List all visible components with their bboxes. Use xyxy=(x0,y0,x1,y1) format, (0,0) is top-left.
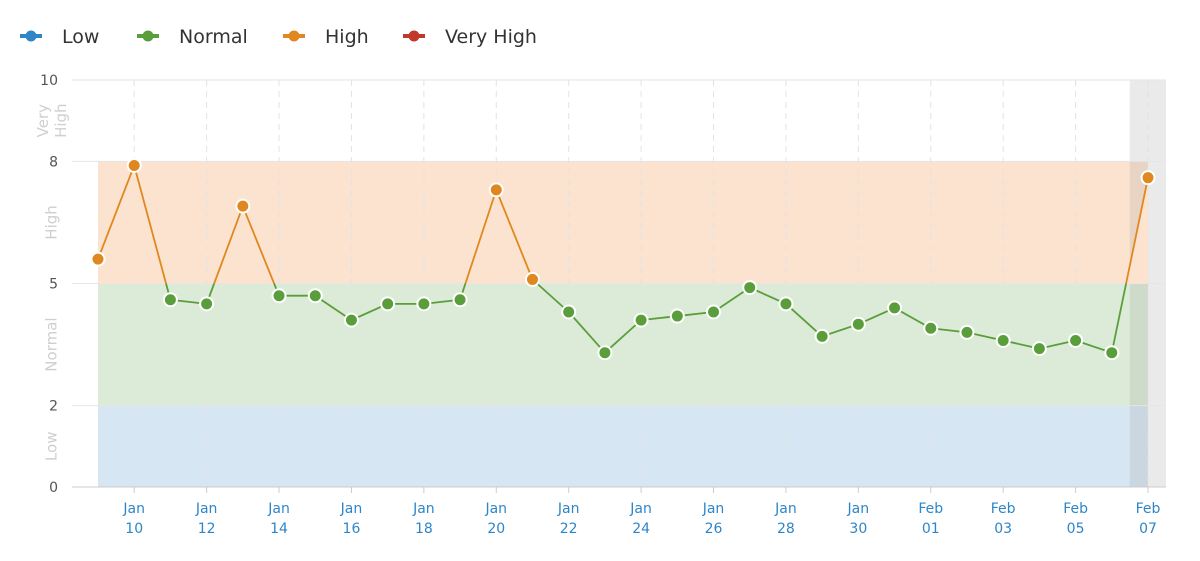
data-point[interactable] xyxy=(1031,341,1047,357)
data-point[interactable] xyxy=(995,332,1011,348)
legend: Low Normal High Very High xyxy=(20,26,537,48)
legend-label-normal[interactable]: Normal xyxy=(179,26,248,48)
series-line-segment xyxy=(785,303,823,338)
data-point[interactable] xyxy=(850,316,866,332)
x-axis: Jan 10 Jan 12 Jan 14 Jan 16 Jan 18 Jan 20 Jan 22 Jan 24… xyxy=(122,487,1161,537)
legend-marker-high xyxy=(288,30,300,42)
x-tick-label-month: Jan xyxy=(847,501,870,517)
data-point[interactable] xyxy=(561,304,577,320)
band-high xyxy=(98,161,1148,284)
band-normal xyxy=(98,283,1148,406)
y-tick-label: 5 xyxy=(49,277,58,293)
x-tick-label-month: Feb xyxy=(1063,501,1088,517)
data-point[interactable] xyxy=(452,292,468,308)
y-axis: 0 2 5 8 10 xyxy=(40,73,58,496)
data-point[interactable] xyxy=(162,292,178,308)
x-tick-label-day: 22 xyxy=(560,521,578,537)
x-tick-label-day: 03 xyxy=(994,521,1012,537)
legend-marker-normal xyxy=(142,30,154,42)
legend-label-high[interactable]: High xyxy=(325,26,369,48)
legend-label-low[interactable]: Low xyxy=(62,26,99,48)
data-point[interactable] xyxy=(887,300,903,316)
x-tick-label-month: Jan xyxy=(629,501,652,517)
x-tick-label-month: Feb xyxy=(991,501,1016,517)
data-point[interactable] xyxy=(669,308,685,324)
x-tick-label-month: Feb xyxy=(1136,501,1161,517)
legend-marker-low xyxy=(25,30,37,42)
data-point[interactable] xyxy=(742,280,758,296)
y-tick-label: 8 xyxy=(49,154,58,170)
x-tick-label-day: 20 xyxy=(487,521,505,537)
x-tick-label-day: 26 xyxy=(705,521,723,537)
series-line-segment xyxy=(464,189,498,284)
band-labels: Low Normal High VeryHigh xyxy=(34,103,70,461)
x-tick-label-month: Jan xyxy=(195,501,218,517)
band-label-very-high: VeryHigh xyxy=(34,103,70,137)
y-tick-label: 2 xyxy=(49,399,58,415)
series-line-segment xyxy=(97,165,136,260)
data-point[interactable] xyxy=(597,345,613,361)
x-tick-label-month: Jan xyxy=(340,501,363,517)
band-label-high: High xyxy=(43,205,61,239)
x-tick-label-day: 07 xyxy=(1139,521,1157,537)
series-line-segment xyxy=(241,205,275,284)
legend-label-very-high[interactable]: Very High xyxy=(445,26,537,48)
data-point[interactable] xyxy=(524,271,540,287)
data-point[interactable] xyxy=(271,288,287,304)
data-point[interactable] xyxy=(633,312,649,328)
x-tick-label-day: 01 xyxy=(922,521,940,537)
x-tick-label-month: Jan xyxy=(484,501,507,517)
data-point[interactable] xyxy=(814,328,830,344)
x-tick-label-day: 12 xyxy=(198,521,216,537)
band-label-normal: Normal xyxy=(43,317,61,371)
x-tick-label-day: 30 xyxy=(849,521,867,537)
x-tick-label-day: 14 xyxy=(270,521,288,537)
x-tick-label-month: Jan xyxy=(412,501,435,517)
data-point[interactable] xyxy=(199,296,215,312)
data-point[interactable] xyxy=(235,198,251,214)
data-point[interactable] xyxy=(90,251,106,267)
y-tick-label: 0 xyxy=(49,480,58,496)
data-point[interactable] xyxy=(1068,332,1084,348)
series-line-segment xyxy=(1110,283,1127,353)
data-point[interactable] xyxy=(380,296,396,312)
data-point[interactable] xyxy=(343,312,359,328)
data-point[interactable] xyxy=(1104,345,1120,361)
x-tick-label-month: Feb xyxy=(918,501,943,517)
data-point[interactable] xyxy=(416,296,432,312)
series-line-segment xyxy=(495,189,534,280)
data-point[interactable] xyxy=(778,296,794,312)
series-line-segment xyxy=(604,319,642,354)
x-tick-label-month: Jan xyxy=(774,501,797,517)
series-line-segment xyxy=(213,205,244,284)
x-tick-label-day: 16 xyxy=(343,521,361,537)
y-tick-label: 10 xyxy=(40,73,58,89)
data-point[interactable] xyxy=(307,288,323,304)
x-tick-label-day: 28 xyxy=(777,521,795,537)
series-points xyxy=(90,157,1156,361)
data-point[interactable] xyxy=(959,324,975,340)
x-tick-label-day: 10 xyxy=(125,521,143,537)
band-label-low: Low xyxy=(43,432,61,462)
data-point[interactable] xyxy=(923,320,939,336)
x-tick-label-month: Jan xyxy=(557,501,580,517)
data-point[interactable] xyxy=(1140,170,1156,186)
x-tick-label-day: 24 xyxy=(632,521,650,537)
series-line-segment xyxy=(1125,177,1149,284)
x-tick-label-month: Jan xyxy=(267,501,290,517)
series-line-segment xyxy=(133,165,167,284)
x-tick-label-month: Jan xyxy=(122,501,145,517)
legend-marker-very-high xyxy=(408,30,420,42)
x-tick-label-day: 05 xyxy=(1067,521,1085,537)
x-tick-label-month: Jan xyxy=(702,501,725,517)
series-line-segment xyxy=(568,311,606,354)
data-point[interactable] xyxy=(488,182,504,198)
data-point[interactable] xyxy=(706,304,722,320)
data-point[interactable] xyxy=(126,157,142,173)
band-low xyxy=(98,405,1148,487)
x-tick-label-day: 18 xyxy=(415,521,433,537)
high-area-fill xyxy=(98,165,135,284)
band-backgrounds xyxy=(98,161,1148,487)
